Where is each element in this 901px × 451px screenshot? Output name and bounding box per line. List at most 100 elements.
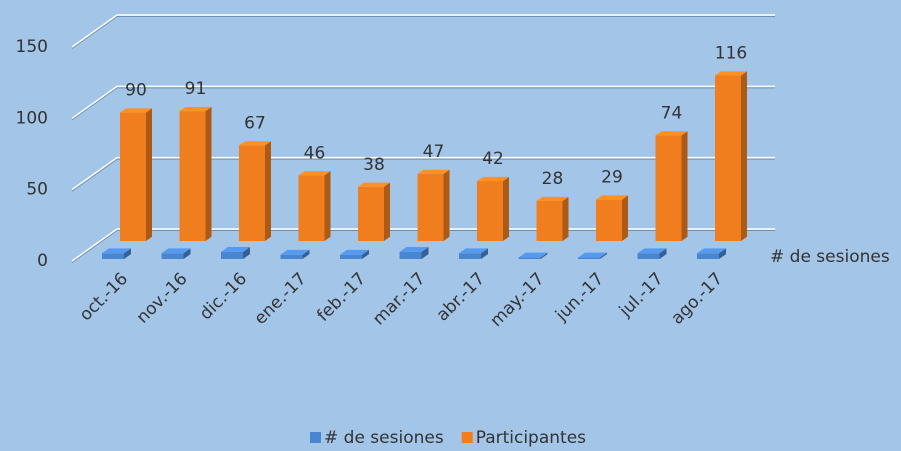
bar-front [161,253,184,259]
grid-line [71,158,775,192]
bar [298,171,331,241]
bar [578,252,607,259]
bar-top [697,248,726,254]
bar-front [518,257,541,259]
y-tick-label: 150 [16,37,48,57]
bar-front [179,111,206,241]
bar-side [719,248,726,259]
bar [161,248,191,259]
grid-line [71,85,775,119]
bar-front [120,112,146,241]
bar-side [183,248,191,259]
bar [536,196,569,241]
bar-top [459,248,488,254]
bar-front [358,186,384,241]
bar-front [578,257,600,259]
bar-side [503,176,509,241]
legend-swatch [461,432,473,443]
bar-top [417,169,450,174]
bar [477,176,509,241]
x-tick-label: feb.-17 [313,269,370,326]
bar-top [637,248,667,254]
x-tick-label: mar.-17 [369,269,430,330]
bar [399,246,429,259]
bar-side [481,248,488,259]
bar-top [298,171,331,176]
bar-top [518,252,548,258]
bar-top [477,176,509,182]
bar-side [205,106,212,242]
bar [417,169,450,241]
bar [518,252,548,259]
bar [596,195,628,241]
data-label: 74 [661,103,683,123]
legend-swatch [310,432,321,443]
bar-front [697,253,719,259]
grid-line [71,87,775,121]
x-tick-label: jul.-17 [615,269,668,322]
bar-front [417,173,444,241]
bar-front [298,175,325,241]
bar [340,249,369,259]
x-tick-label: dic.-16 [196,269,251,324]
bar [239,141,271,241]
bar-side [540,252,548,259]
bar [715,71,747,241]
legend-label: # de sesiones [324,428,444,448]
bar-top [179,106,212,112]
y-tick-label: 100 [16,108,48,128]
bar-top [655,131,688,136]
bar-top [399,246,429,252]
data-label: 46 [304,143,326,163]
bar-top [161,248,191,254]
bar-front [536,201,563,241]
bar-side [124,248,131,259]
x-tick-label: ene.-17 [251,269,311,329]
bar-front [221,251,243,259]
bar [120,108,152,242]
bar-side [622,195,628,241]
bar-front [655,135,682,241]
bar-side [562,196,569,241]
bar-top [280,249,310,255]
bar-front [340,254,362,259]
legend-label: Participantes [476,428,586,448]
bar [102,248,131,259]
bar-front [596,199,622,241]
bar-side [384,182,390,241]
grid-line [71,14,775,48]
bar-side [324,171,331,241]
bar [358,182,390,241]
x-tick-label: jun.-17 [551,269,608,326]
data-label: 116 [715,44,747,64]
bar-front [715,75,741,241]
grid-line [71,16,775,49]
bar [280,249,310,259]
bar-side [302,249,310,259]
x-tick-label: abr.-17 [433,269,489,325]
data-label: 28 [542,169,564,189]
bar-side [600,252,607,259]
bar-side [146,108,152,242]
bar [637,248,667,259]
grid-line [71,156,775,191]
bar-side [362,249,369,259]
bar-front [477,181,503,241]
data-label: 38 [363,155,385,175]
x-tick-label: may.-17 [486,269,548,331]
bar-front [280,254,303,259]
data-label: 67 [244,113,266,133]
y-tick-label: 0 [37,251,48,271]
x-tick-label: ago.-17 [667,269,727,329]
bar-top [340,249,369,255]
bar-front [239,145,265,241]
bar-side [265,141,271,241]
data-label: 90 [125,81,147,101]
depth-axis-label: # de sesiones [770,247,890,267]
bar-front [637,253,660,259]
bar [179,106,212,242]
data-label: 91 [185,79,207,99]
bar-top [120,108,152,113]
bar-top [715,71,747,76]
